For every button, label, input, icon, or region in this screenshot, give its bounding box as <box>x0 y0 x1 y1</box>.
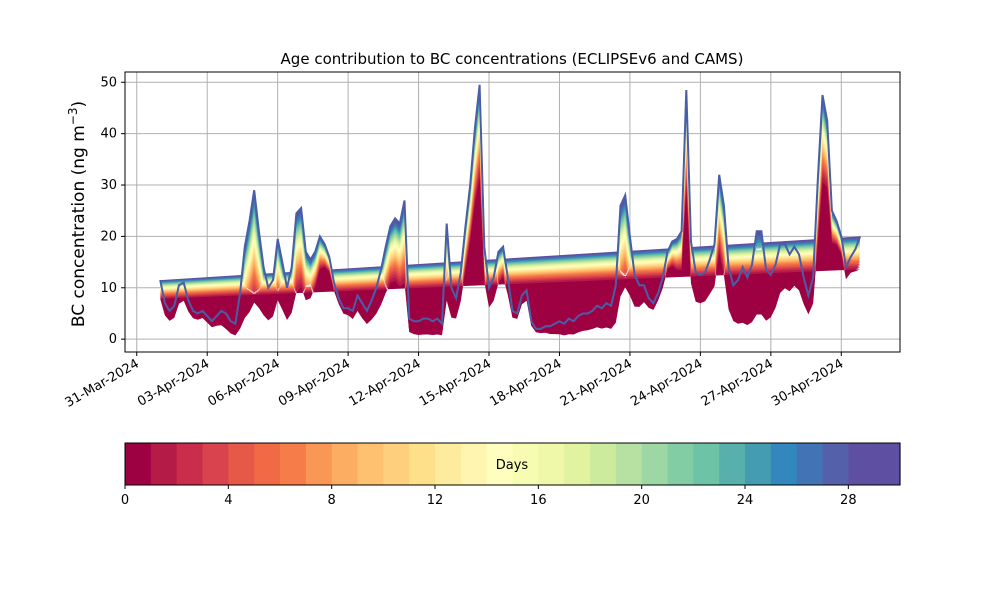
axes-frame <box>124 71 901 353</box>
colorbar-segment <box>512 443 539 485</box>
colorbar-segment <box>590 443 617 485</box>
colorbar-segment <box>331 443 359 485</box>
colorbar-label: Days <box>496 458 529 473</box>
colorbar-segment <box>641 443 669 485</box>
colorbar-segment <box>848 443 875 485</box>
plot-area: 0 10 20 30 40 50 31-Mar-202403-Apr-202406-Apr-… <box>63 71 901 411</box>
colorbar-tick-label: 4 <box>224 493 232 508</box>
x-tick-label: 24-Apr-2024 <box>628 356 705 409</box>
y-tick-label: 40 <box>100 127 117 142</box>
colorbar-segment <box>486 443 514 485</box>
colorbar-segment <box>357 443 384 485</box>
colorbar-segment <box>667 443 694 485</box>
x-tick-label: 18-Apr-2024 <box>487 356 564 409</box>
y-axis-label-sup: −3 <box>66 107 80 125</box>
colorbar-tick-label: 8 <box>328 493 336 508</box>
colorbar-segment <box>874 443 901 485</box>
colorbar-segment <box>383 443 410 485</box>
x-tick-label: 30-Apr-2024 <box>769 356 846 409</box>
colorbar-tick-label: 0 <box>121 493 129 508</box>
colorbar-tick-label: 20 <box>633 493 650 508</box>
colorbar-segment <box>719 443 746 485</box>
colorbar-tick-label: 28 <box>840 493 857 508</box>
colorbar-segment <box>460 443 488 485</box>
x-tick-label: 06-Apr-2024 <box>206 356 283 409</box>
x-tick-label: 09-Apr-2024 <box>276 356 353 409</box>
y-axis-label: BC concentration (ng m−3) <box>66 101 89 327</box>
colorbar-segment <box>615 443 643 485</box>
colorbar-segment <box>538 443 565 485</box>
x-tick-label: 12-Apr-2024 <box>346 356 423 409</box>
y-tick-label: 50 <box>100 75 117 90</box>
colorbar-segment <box>564 443 591 485</box>
colorbar-segment <box>228 443 255 485</box>
colorbar-segment <box>125 443 152 485</box>
colorbar-segment <box>796 443 824 485</box>
y-tick-label: 30 <box>100 178 117 193</box>
colorbar-segment <box>280 443 307 485</box>
y-axis-label-main: BC concentration (ng m <box>69 125 89 327</box>
colorbar-tick-label: 24 <box>737 493 754 508</box>
colorbar-segment <box>409 443 436 485</box>
colorbar-tick-label: 16 <box>530 493 547 508</box>
colorbar-segment <box>150 443 178 485</box>
colorbar-tick-label: 12 <box>427 493 444 508</box>
colorbar-segment <box>745 443 772 485</box>
y-axis-label-close: ) <box>69 101 89 108</box>
colorbar-segment <box>822 443 849 485</box>
colorbar-segment <box>693 443 720 485</box>
age-layer-area <box>160 177 861 336</box>
total-concentration-line <box>159 84 862 330</box>
colorbar-segment <box>305 443 333 485</box>
y-tick-label: 10 <box>100 281 117 296</box>
chart-title: Age contribution to BC concentrations (E… <box>281 50 744 68</box>
colorbar: 0 4 8 12 16 20 24 28 <box>121 442 901 508</box>
x-tick-label: 21-Apr-2024 <box>558 356 635 409</box>
colorbar-segment <box>254 443 281 485</box>
colorbar-segment <box>176 443 204 485</box>
colorbar-segment <box>435 443 462 485</box>
colorbar-segment <box>202 443 229 485</box>
x-tick-label: 27-Apr-2024 <box>699 356 776 409</box>
x-tick-label: 03-Apr-2024 <box>135 356 212 409</box>
colorbar-segment <box>770 443 798 485</box>
y-tick-label: 0 <box>109 332 117 347</box>
x-tick-label: 31-Mar-2024 <box>63 356 142 410</box>
x-tick-label: 15-Apr-2024 <box>417 356 494 409</box>
colorbar-frame <box>124 442 901 486</box>
y-tick-label: 20 <box>100 229 117 244</box>
